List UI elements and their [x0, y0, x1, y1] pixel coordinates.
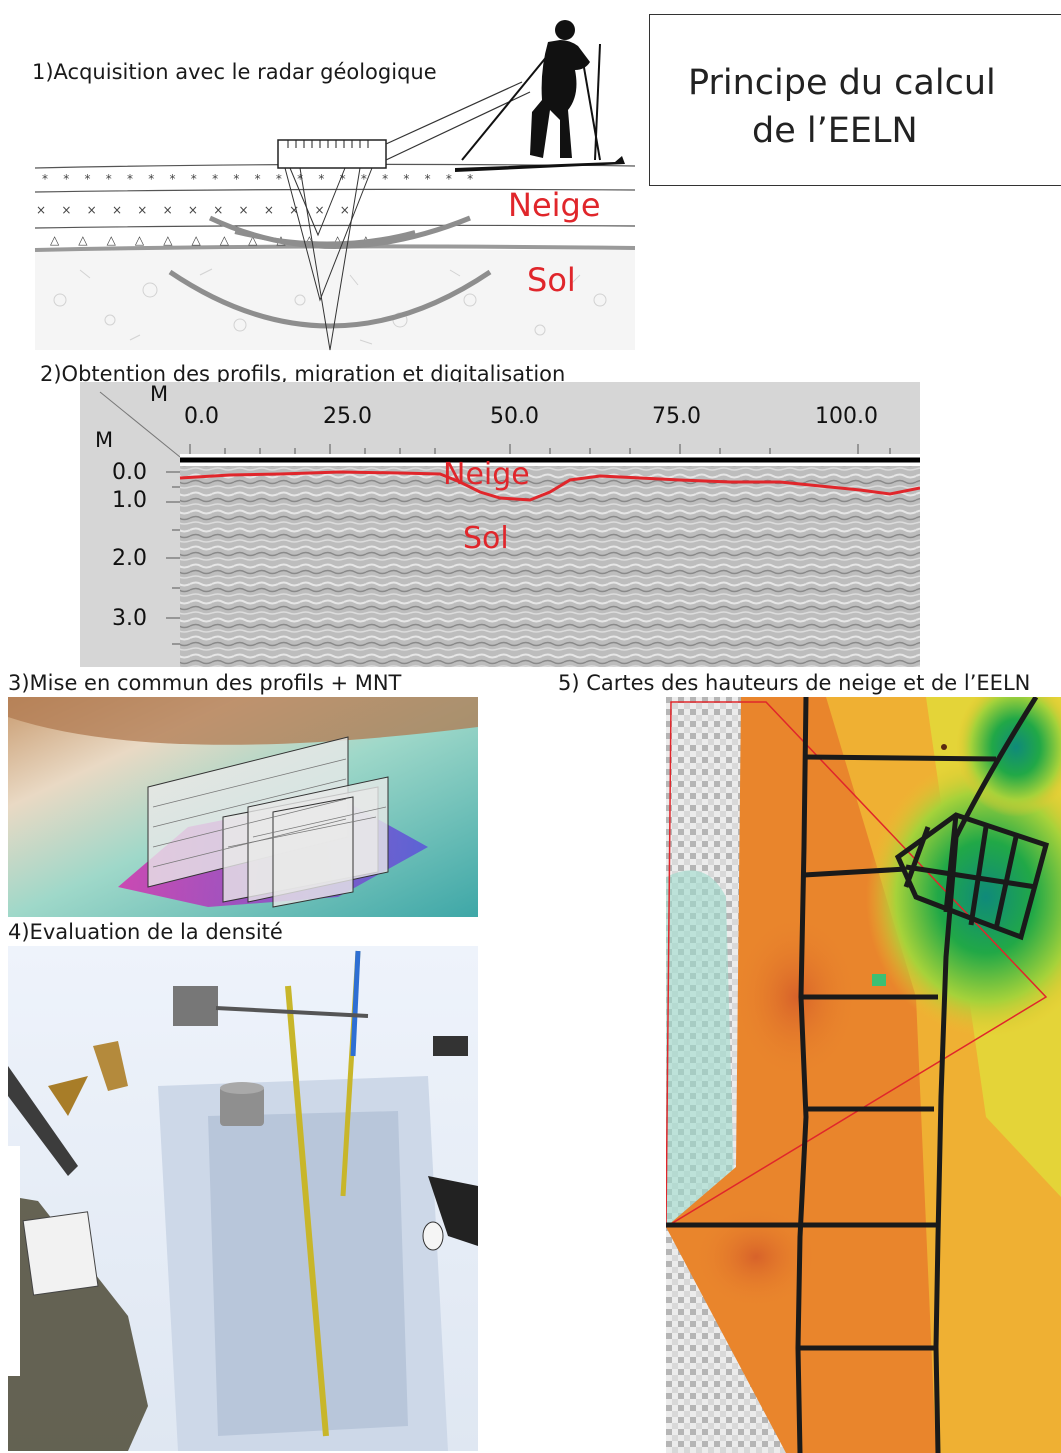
- title-line-2: de l’EELN: [752, 111, 918, 151]
- y-tick-3: 3.0: [112, 606, 147, 631]
- y-axis-ticks: [166, 471, 180, 645]
- radargram-image: [180, 454, 920, 667]
- title-line-1: Principe du calcul: [688, 63, 996, 103]
- x-axis-ticks: [189, 444, 891, 454]
- low-value-zone: [866, 757, 1061, 1037]
- yellow-probe: [285, 985, 329, 1437]
- radargram: [80, 382, 920, 667]
- soil-pebbles: [53, 268, 607, 345]
- x-tick-25: 25.0: [323, 404, 372, 429]
- x-tick-75: 75.0: [652, 404, 701, 429]
- title-box: Principe du calcul de l’EELN: [649, 14, 1061, 186]
- density-cutter: [220, 1086, 264, 1126]
- svg-text:× × × × × ×: × × × × × × × × × × × × ×: [36, 203, 350, 217]
- survey-boundary: [666, 701, 1048, 1228]
- plot-marker: [872, 974, 886, 986]
- shovel-handle: [215, 1006, 369, 1018]
- shovel-blade: [173, 986, 218, 1026]
- neige-label-2: Neige: [443, 457, 530, 492]
- x-axis-unit: M: [150, 382, 169, 406]
- x-tick-0: 0.0: [184, 404, 219, 429]
- step-4-label: 4)Evaluation de la densité: [8, 920, 283, 944]
- swe-map: [666, 697, 1061, 1453]
- notebook: [22, 1211, 99, 1296]
- svg-text:* * * * * *: * * * * * * * * * * * * * * * * * * * * …: [42, 172, 473, 186]
- x-tick-100: 100.0: [815, 404, 878, 429]
- skier-silhouette: [455, 20, 625, 172]
- y-tick-1: 1.0: [112, 488, 147, 513]
- device: [433, 1036, 468, 1056]
- step-5-label: 5) Cartes des hauteurs de neige et de l’…: [558, 671, 1031, 695]
- step-3-label: 3)Mise en commun des profils + MNT: [8, 671, 402, 695]
- soil-layer: [35, 250, 635, 350]
- ray-paths: [284, 167, 373, 351]
- sol-label-1: Sol: [527, 261, 576, 299]
- x-tick-50: 50.0: [490, 404, 539, 429]
- step-1-label: 1)Acquisition avec le radar géologique: [32, 60, 437, 84]
- y-axis-unit: M: [95, 428, 114, 452]
- acquisition-illustration: * * * * * * * * * * * * * * * * * * * * …: [34, 20, 636, 351]
- triangle-tool: [48, 1076, 88, 1116]
- y-tick-0: 0.0: [112, 460, 147, 485]
- dem-profiles-3d: [8, 697, 478, 917]
- reflection-arcs: [168, 215, 492, 329]
- gpr-transects: [666, 697, 1050, 1453]
- sol-label-2: Sol: [463, 521, 509, 556]
- snow-pit-photo: [8, 946, 478, 1451]
- radar-antenna: [277, 139, 387, 169]
- y-tick-2: 2.0: [112, 546, 147, 571]
- interface-line: [179, 470, 920, 502]
- profile-sheets: [147, 736, 389, 908]
- neige-label-1: Neige: [508, 186, 601, 224]
